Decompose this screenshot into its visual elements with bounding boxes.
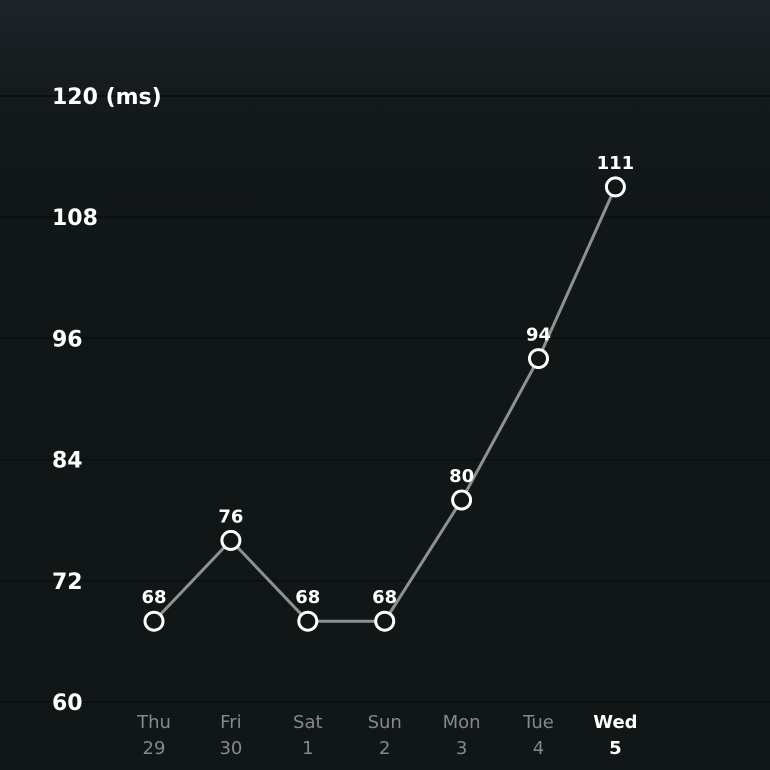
y-tick-label: 96 bbox=[52, 327, 83, 352]
y-axis-labels: 120 (ms) 108 96 84 72 60 bbox=[52, 85, 162, 716]
data-label: 80 bbox=[449, 466, 474, 487]
data-point bbox=[451, 489, 473, 511]
data-label: 68 bbox=[372, 587, 397, 608]
x-tick-date: 4 bbox=[533, 738, 544, 759]
data-label: 68 bbox=[295, 587, 320, 608]
data-point bbox=[220, 529, 242, 551]
x-tick-date: 29 bbox=[143, 738, 166, 759]
data-label: 111 bbox=[597, 153, 635, 174]
x-tick-day: Fri bbox=[220, 712, 241, 733]
grid-lines bbox=[0, 95, 770, 703]
series-line-group bbox=[152, 186, 617, 623]
x-tick-date: 3 bbox=[456, 738, 467, 759]
x-axis-labels: Thu 29 Fri 30 Sat 1 Sun 2 Mon 3 Tue 4 Wed 5 bbox=[136, 712, 637, 759]
data-label: 94 bbox=[526, 325, 551, 346]
data-label: 76 bbox=[218, 506, 243, 527]
x-tick-date: 5 bbox=[609, 738, 622, 759]
y-tick-label: 72 bbox=[52, 570, 83, 595]
data-points bbox=[143, 176, 626, 632]
x-tick-day: Mon bbox=[443, 712, 481, 733]
x-tick-date: 2 bbox=[379, 738, 390, 759]
data-point bbox=[604, 176, 626, 198]
x-tick-day: Tue bbox=[522, 712, 554, 733]
data-point bbox=[374, 610, 396, 632]
data-point bbox=[297, 610, 319, 632]
x-tick-day: Sat bbox=[293, 712, 323, 733]
y-tick-label: 84 bbox=[52, 449, 83, 474]
y-tick-label: 108 bbox=[52, 206, 98, 231]
data-labels: 68 76 68 68 80 94 111 bbox=[141, 153, 634, 608]
x-tick-day: Thu bbox=[136, 712, 171, 733]
series-line bbox=[152, 186, 617, 623]
x-tick-date: 30 bbox=[219, 738, 242, 759]
x-tick-day: Sun bbox=[368, 712, 402, 733]
data-label: 68 bbox=[141, 587, 166, 608]
y-tick-label: 60 bbox=[52, 691, 83, 716]
y-tick-label: 120 (ms) bbox=[52, 85, 162, 110]
x-tick-day: Wed bbox=[593, 712, 637, 733]
x-tick-date: 1 bbox=[302, 738, 313, 759]
data-point bbox=[143, 610, 165, 632]
data-point bbox=[528, 348, 549, 370]
